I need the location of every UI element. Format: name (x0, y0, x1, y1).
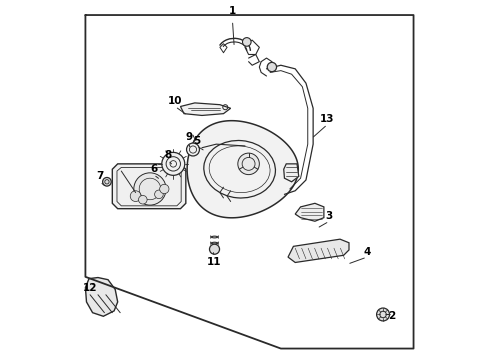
Circle shape (102, 177, 111, 186)
Circle shape (162, 152, 185, 175)
Circle shape (134, 173, 166, 205)
Polygon shape (288, 239, 349, 262)
Circle shape (377, 308, 390, 321)
Circle shape (267, 62, 276, 72)
Text: 2: 2 (389, 311, 395, 321)
Text: 4: 4 (363, 247, 370, 257)
Polygon shape (295, 203, 324, 221)
Polygon shape (112, 164, 186, 209)
Text: 1: 1 (229, 6, 236, 17)
Text: 13: 13 (320, 114, 335, 124)
Polygon shape (180, 103, 231, 116)
Circle shape (155, 190, 163, 199)
Text: 11: 11 (207, 257, 222, 267)
Circle shape (160, 184, 169, 194)
Text: 8: 8 (164, 150, 171, 160)
Text: 3: 3 (326, 211, 333, 221)
Circle shape (187, 143, 199, 156)
Circle shape (243, 38, 251, 46)
Text: 9: 9 (186, 132, 193, 142)
Text: 6: 6 (150, 164, 157, 174)
Polygon shape (284, 164, 299, 182)
Polygon shape (85, 278, 118, 316)
Text: 12: 12 (83, 283, 98, 293)
Text: 5: 5 (193, 136, 200, 145)
Polygon shape (187, 121, 298, 218)
Circle shape (210, 244, 220, 254)
Circle shape (238, 153, 259, 175)
Text: 10: 10 (168, 96, 182, 106)
Circle shape (130, 191, 141, 202)
Text: 7: 7 (96, 171, 103, 181)
Circle shape (139, 195, 147, 204)
